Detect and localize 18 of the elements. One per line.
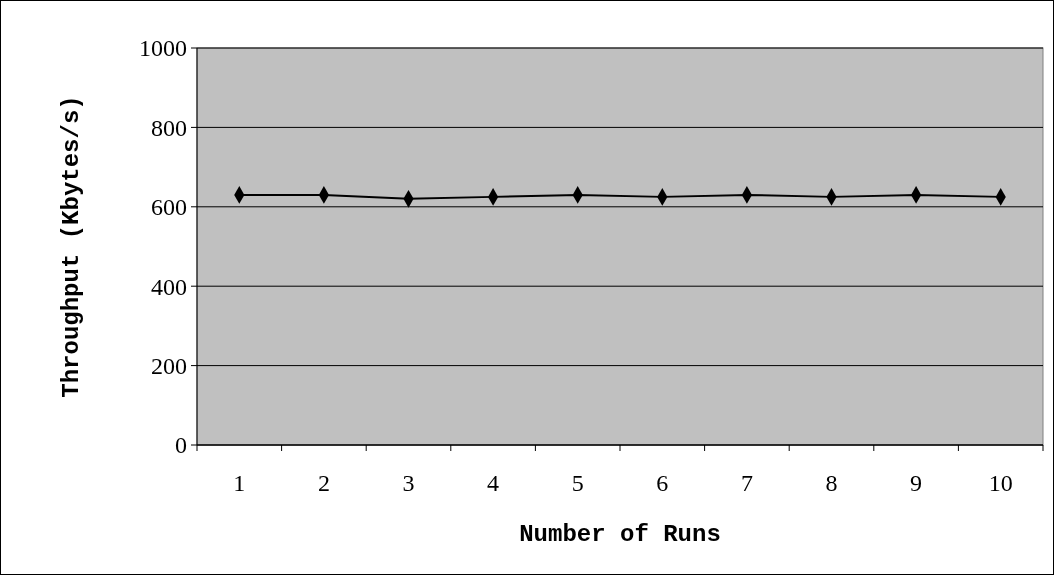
x-axis-title: Number of Runs bbox=[519, 521, 721, 548]
y-tick-label: 600 bbox=[151, 194, 187, 221]
x-tick-label: 2 bbox=[317, 470, 330, 496]
y-tick-label: 0 bbox=[175, 432, 187, 459]
x-tick-label: 6 bbox=[656, 470, 669, 496]
y-axis-title: Throughput (Kbytes/s) bbox=[58, 95, 85, 398]
y-tick-label: 800 bbox=[151, 114, 187, 141]
y-tick-label: 200 bbox=[151, 353, 187, 379]
x-tick-label: 7 bbox=[740, 470, 753, 496]
x-tick-label: 1 bbox=[233, 470, 246, 496]
x-tick-label: 5 bbox=[571, 470, 584, 496]
y-tick-label: 1000 bbox=[139, 35, 187, 62]
x-tick-label: 9 bbox=[910, 470, 923, 496]
x-tick-label: 10 bbox=[988, 470, 1013, 496]
x-tick-label: 3 bbox=[402, 470, 415, 496]
y-tick-label: 400 bbox=[151, 273, 187, 300]
x-tick-label: 4 bbox=[487, 470, 500, 496]
x-tick-label: 8 bbox=[825, 470, 838, 496]
